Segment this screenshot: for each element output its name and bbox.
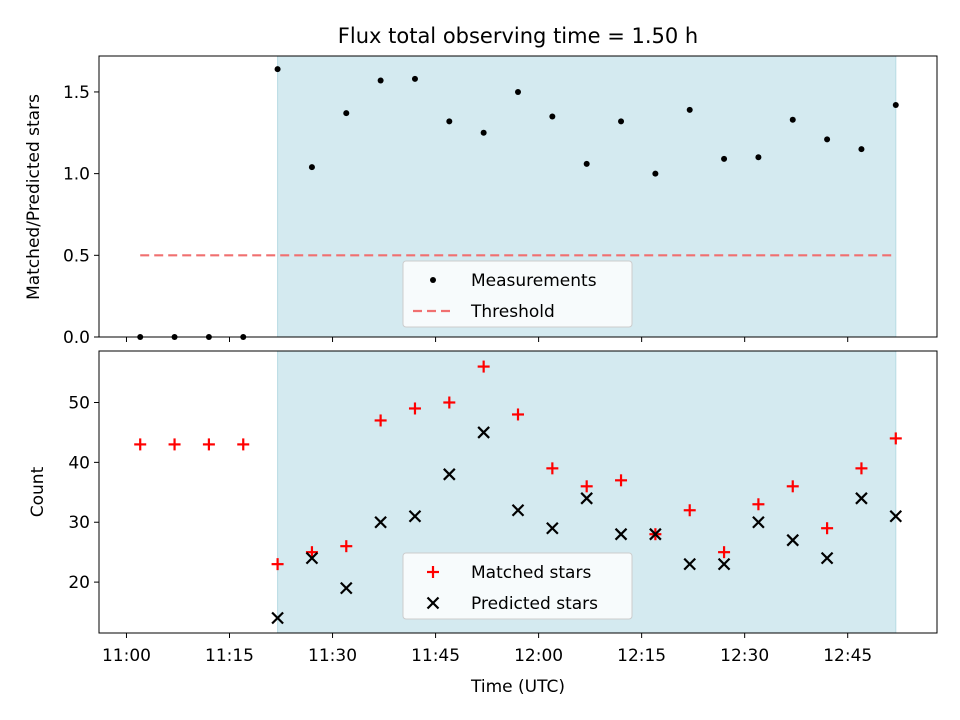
matched-stars-point [580,480,593,493]
measurement-point [515,88,521,95]
measurement-point [858,146,865,153]
x-tick-label: 11:30 [308,646,357,666]
legend: Matched stars Predicted stars [402,552,633,620]
matched-stars-point [374,414,387,427]
axes-frame [98,350,938,634]
predicted-stars-point [477,426,490,439]
measurement-point [446,118,453,125]
matched-stars-point [889,432,902,445]
matched-stars-point [615,474,628,487]
y-tick-label: 20 [68,573,90,593]
predicted-stars-point [820,551,834,565]
x-tick-label: 11:45 [411,646,460,666]
predicted-stars-point [374,515,387,529]
legend-box [402,552,633,620]
panel-top: 0.0 0.5 1.0 1.5 Measurements Threshold [63,55,938,348]
predicted-stars-point [408,509,422,523]
axes-frame [98,55,938,338]
y-tick-label: 30 [68,513,90,533]
matched-stars-point [718,546,731,559]
x-tick-label: 12:45 [823,646,872,666]
matched-stars-point [855,462,868,475]
predicted-stars-point [580,492,593,505]
matched-stars-point [821,522,834,535]
y-tick-label: 1.0 [63,165,90,185]
legend-label: Threshold [470,302,555,322]
matched-stars-point [512,408,524,421]
x-axis-label: Time (UTC) [470,677,565,697]
predicted-stars-point [546,521,559,535]
matched-stars-point [237,438,250,451]
predicted-stars-point [443,468,456,481]
y-axis-label-bottom: Count [28,466,48,517]
measurement-point [789,116,796,123]
measurement-point [892,102,899,109]
measurement-point [308,164,315,171]
measurement-point [377,77,384,84]
x-tick-label: 11:15 [205,646,254,666]
y-tick-label: 50 [68,393,90,413]
predicted-stars-point [305,551,319,565]
measurement-point [652,170,659,177]
y-tick-label: 1.5 [63,83,90,103]
matched-stars-point [786,480,799,493]
matched-stars-point [408,402,421,415]
matched-stars-point [546,462,559,475]
matched-stars-point [477,360,490,373]
y-tick-label: 40 [68,453,90,473]
x-tick-label: 12:15 [617,646,666,666]
legend-label: Measurements [471,271,597,291]
y-tick-label: 0.0 [63,328,90,348]
legend-label: Predicted stars [471,594,598,614]
legend-measurement-swatch [430,277,436,283]
y-tick-label: 0.5 [63,246,90,266]
x-tick-label: 12:30 [720,646,769,666]
predicted-stars-point [855,492,868,505]
legend: Measurements Threshold [402,260,633,328]
predicted-stars-point [271,611,284,625]
measurement-point [549,113,556,120]
matched-stars-point [168,438,181,451]
panel-bottom: 20 30 40 50 11:00 11:15 11:30 11:45 12:00 12:15 12… [68,350,938,666]
legend-label: Matched stars [471,563,591,583]
matched-stars-point [683,504,696,517]
legend-box [402,260,633,328]
legend-matched-swatch [427,566,439,578]
y-axis-label-top: Matched/Predicted stars [24,94,44,300]
x-tick-label: 11:00 [102,646,151,666]
measurement-point [824,136,831,143]
predicted-stars-point [786,533,800,547]
matched-stars-point [134,438,147,451]
predicted-stars-point [752,515,765,529]
predicted-stars-point [340,581,353,595]
measurement-point [274,66,281,73]
matched-stars-point [202,438,215,451]
matched-stars-point [752,498,765,511]
measurement-point [480,129,487,136]
predicted-stars-point [889,509,903,523]
matched-stars-point [305,546,318,559]
matched-stars-point [443,396,456,409]
chart-title: Flux total observing time = 1.50 h [338,24,698,48]
predicted-stars-point [614,527,628,541]
measurement-point [343,110,350,117]
x-tick-label: 12:00 [514,646,563,666]
measurement-point [755,154,762,161]
measurement-point [583,160,590,167]
measurement-point [721,155,728,162]
measurement-point [618,118,625,125]
measurement-point [686,106,693,113]
predicted-stars-point [683,557,696,571]
matched-stars-point [340,540,353,553]
predicted-stars-point [649,527,662,541]
predicted-stars-point [511,503,525,517]
predicted-stars-point [717,557,731,571]
measurement-point [411,75,418,82]
matched-stars-point [271,558,284,571]
legend-predicted-swatch [426,596,440,610]
